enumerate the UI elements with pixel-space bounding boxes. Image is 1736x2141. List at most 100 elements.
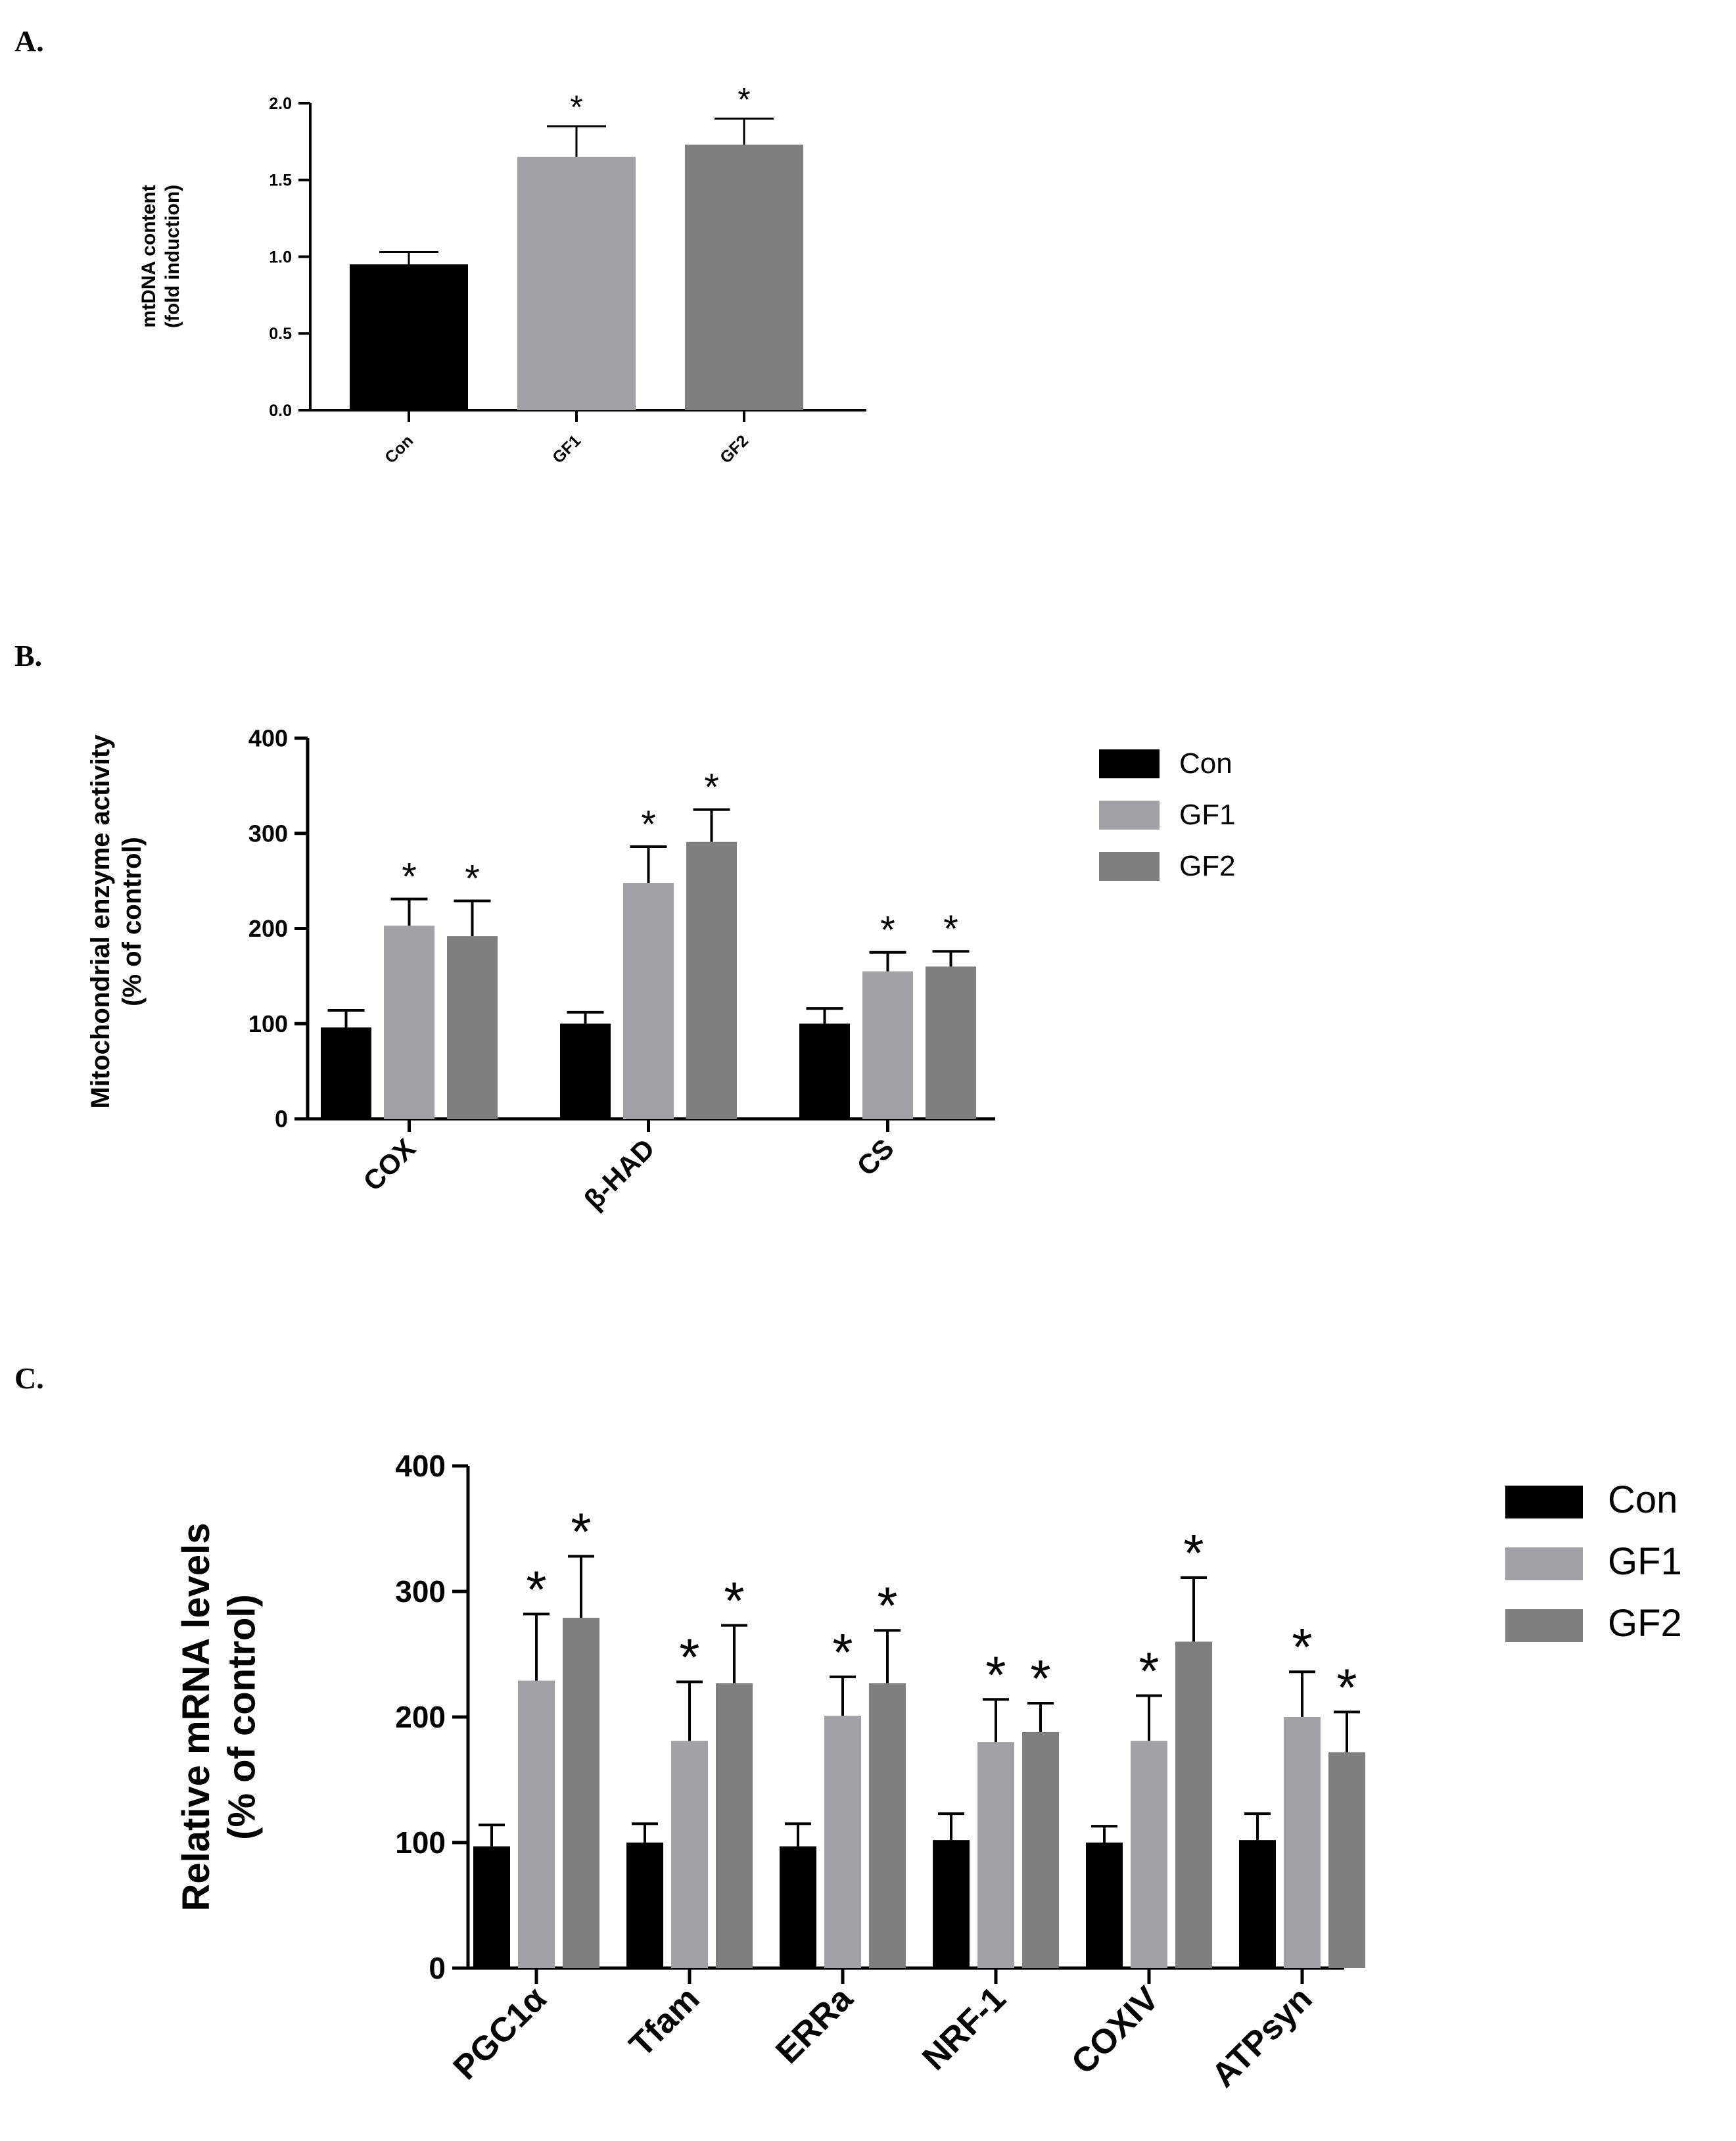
x-tick-label: β-HAD <box>578 1133 661 1215</box>
legend-swatch-con <box>1099 749 1160 778</box>
significance-star: * <box>738 81 750 118</box>
bar-con-0 <box>473 1846 510 1968</box>
y-axis-title-line: mtDNA content <box>138 185 160 327</box>
y-tick-label: 300 <box>395 1574 446 1609</box>
legend-swatch-con <box>1505 1486 1583 1518</box>
chart-panel-b: B. 0 100 200 300 400 Mitochondrial enzyme acti… <box>14 639 1236 1215</box>
y-tick-label: 300 <box>248 820 288 847</box>
significance-star: * <box>679 1628 699 1687</box>
bar-gf1-1 <box>517 156 636 410</box>
y-tick-label: 0.5 <box>269 325 292 343</box>
bar-gf2-2 <box>869 1683 906 1968</box>
significance-star: * <box>526 1560 546 1618</box>
significance-star: * <box>571 1503 591 1561</box>
y-axis-title-line: Relative mRNA levels <box>175 1522 218 1911</box>
bar-gf1-3 <box>977 1742 1014 1968</box>
y-tick-label: 1.5 <box>269 172 292 190</box>
legend-label-gf1: GF1 <box>1179 799 1236 831</box>
bar-gf2-2 <box>685 145 803 411</box>
bar-gf2-2 <box>926 966 976 1119</box>
y-tick-label: 400 <box>248 725 288 752</box>
bar-con-1 <box>626 1843 663 1968</box>
significance-star: * <box>832 1623 853 1682</box>
bar-gf1-5 <box>1284 1717 1321 1968</box>
x-tick-label: NRF-1 <box>915 1979 1013 2077</box>
y-axis-title-line: (% of control) <box>118 837 147 1006</box>
x-tick-label: Tfam <box>622 1979 707 2064</box>
chart-panel-c: C. 0 100 200 300 400 Relative mRNA levels(% of… <box>14 1361 1682 2095</box>
bar-con-2 <box>780 1846 816 1968</box>
x-tick-label: COXIV <box>1064 1979 1167 2082</box>
x-tick-label: ATPsyn <box>1204 1979 1319 2094</box>
bar-gf2-1 <box>686 841 737 1119</box>
bar-con-4 <box>1086 1843 1123 1968</box>
bar-gf2-0 <box>447 936 498 1119</box>
y-axis-title-line: (fold induction) <box>162 185 183 328</box>
chart-panel-a: A. 0.0 0.5 1.0 1.5 2.0 mtDNA content (fold indu… <box>14 24 866 467</box>
bar-gf2-0 <box>563 1618 599 1968</box>
y-axis-title-line: Mitochondrial enzyme activity <box>86 734 115 1109</box>
significance-star: * <box>641 803 656 846</box>
legend-swatch-gf2 <box>1505 1609 1583 1642</box>
legend-label-con: Con <box>1608 1478 1677 1521</box>
y-tick-label: 1.0 <box>269 248 292 266</box>
significance-star: * <box>704 766 719 809</box>
legend-label-gf2: GF2 <box>1179 850 1236 882</box>
bar-gf1-1 <box>671 1741 708 1968</box>
significance-star: * <box>943 908 958 951</box>
significance-star: * <box>570 89 582 126</box>
legend-swatch-gf1 <box>1505 1547 1583 1580</box>
y-tick-label: 200 <box>248 915 288 942</box>
x-tick-label: ERRa <box>768 1979 860 2071</box>
significance-star: * <box>880 909 895 952</box>
y-tick-label: 200 <box>395 1700 446 1734</box>
bar-gf2-5 <box>1328 1752 1365 1968</box>
significance-star: * <box>1138 1642 1159 1701</box>
panel-label: C. <box>14 1361 44 1395</box>
significance-star: * <box>1292 1618 1312 1676</box>
bar-con-1 <box>560 1023 611 1119</box>
significance-star: * <box>1336 1658 1357 1716</box>
y-axis-title: Mitochondrial enzyme activity (% of contr… <box>86 734 147 1109</box>
significance-star: * <box>985 1645 1006 1704</box>
bar-gf1-2 <box>824 1716 861 1968</box>
panel-label: B. <box>14 639 42 672</box>
bar-gf2-3 <box>1022 1731 1059 1968</box>
x-tick-label: CS <box>851 1133 900 1182</box>
significance-star: * <box>465 858 480 901</box>
x-tick-label: COX <box>357 1133 421 1197</box>
significance-star: * <box>877 1576 897 1635</box>
bar-gf1-2 <box>862 971 913 1119</box>
y-tick-label: 0 <box>429 1951 446 1985</box>
y-tick-label: 0 <box>275 1106 288 1133</box>
bar-gf1-0 <box>384 926 434 1119</box>
bar-con-2 <box>799 1023 850 1119</box>
y-tick-label: 400 <box>395 1449 446 1483</box>
significance-star: * <box>724 1572 744 1630</box>
x-tick-label: GF2 <box>716 431 752 467</box>
significance-star: * <box>1183 1524 1204 1582</box>
bar-con-0 <box>350 264 468 410</box>
bar-gf1-4 <box>1131 1741 1167 1968</box>
panel-label: A. <box>14 24 44 58</box>
x-tick-label: Con <box>381 431 417 467</box>
bar-con-3 <box>933 1840 970 1968</box>
bar-gf2-1 <box>716 1683 753 1968</box>
y-tick-label: 100 <box>248 1010 288 1037</box>
bar-gf2-4 <box>1175 1641 1212 1968</box>
bar-gf1-1 <box>623 883 674 1119</box>
y-axis-title: Relative mRNA levels(% of control) <box>175 1522 264 1911</box>
x-tick-label: GF1 <box>549 431 584 467</box>
bar-gf1-0 <box>518 1680 555 1968</box>
bar-con-0 <box>321 1027 371 1119</box>
significance-star: * <box>402 856 417 899</box>
y-tick-label: 0.0 <box>269 402 292 420</box>
legend-label-con: Con <box>1179 747 1232 780</box>
legend-swatch-gf1 <box>1099 801 1160 830</box>
bar-con-5 <box>1239 1840 1276 1968</box>
significance-star: * <box>1030 1649 1050 1708</box>
y-axis-title: mtDNA content (fold induction) <box>138 185 183 328</box>
legend-label-gf2: GF2 <box>1608 1602 1682 1645</box>
y-axis-title-line: (% of control) <box>221 1594 264 1840</box>
